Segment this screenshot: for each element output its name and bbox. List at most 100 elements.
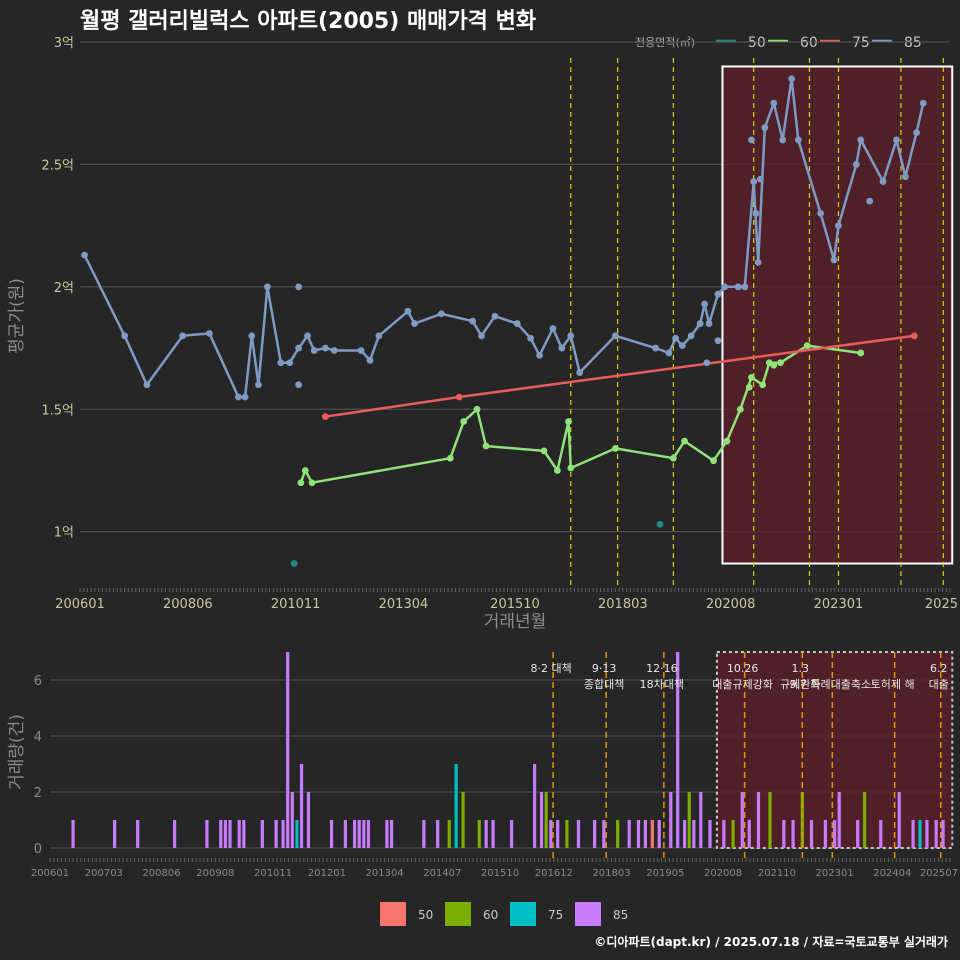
price-point-85 [913,129,920,136]
price-x-tick-label: 201510 [490,597,540,612]
volume-bar-85 [274,820,278,848]
price-point-60 [857,349,865,357]
price-point-85 [678,342,686,350]
volume-bar-60 [616,820,620,848]
price-point-85 [286,359,294,367]
volume-x-tick-label: 201304 [366,868,404,879]
volume-bar-60 [565,820,569,848]
price-point-85 [794,136,802,144]
volume-x-tick-label: 201011 [254,868,292,879]
volume-bar-85 [357,820,361,848]
price-point-85 [121,332,129,340]
volume-x-tick-label: 202404 [873,868,911,879]
volume-x-tick-label: 200806 [142,868,180,879]
price-point-60 [553,467,561,474]
price-point-85 [375,332,383,340]
volume-bar-85 [683,820,687,848]
volume-policy-annotation: 12·16 [646,662,678,675]
price-point-60 [736,405,744,413]
volume-bar-85 [676,652,680,848]
legend-label-85: 85 [904,35,922,51]
volume-bar-85 [173,820,177,848]
price-point-75 [910,332,918,340]
volume-legend-swatch-50 [380,902,406,926]
volume-bar-60 [800,792,804,848]
volume-y-tick-label: 0 [34,842,42,857]
volume-y-tick-label: 4 [34,730,42,745]
price-point-85 [748,136,755,144]
volume-bar-85 [897,792,901,848]
price-point-60 [473,405,481,413]
price-x-tick-label: 202008 [706,597,756,612]
price-point-85 [705,320,713,327]
volume-bar-85 [136,820,140,848]
price-point-60 [770,361,778,369]
volume-policy-annotation: 토허제 해 [871,677,915,691]
volume-bar-85 [911,820,915,848]
price-point-85 [611,332,619,340]
price-point-85 [205,329,213,337]
price-point-85 [919,99,927,107]
price-point-85 [277,359,285,367]
price-y-tick-label: 2억 [54,281,74,296]
volume-bar-60 [863,792,867,848]
legend-label-60: 60 [800,35,818,51]
price-point-60 [777,359,784,367]
volume-x-tick-label: 202507 [920,868,958,879]
volume-bar-85 [556,820,560,848]
price-x-tick-label: 2025 [925,597,958,612]
volume-chart: 0 2 4 6 200601 200703 200806 200908 201011 201201… [31,651,958,879]
price-point-85 [741,283,749,291]
volume-policy-annotation: 1.3 [792,662,810,675]
volume-policy-annotation: 종합대책 [584,678,624,691]
price-point-85 [255,381,262,389]
price-point-85 [248,332,256,340]
volume-bar-60 [687,792,691,848]
volume-bar-50 [650,820,654,848]
volume-x-tick-label: 201510 [481,868,519,879]
volume-bar-85 [343,820,347,848]
price-point-85 [330,347,338,354]
price-point-85 [357,347,365,354]
volume-bar-85 [223,820,227,848]
volume-x-tick-label: 200908 [196,868,234,879]
price-point-85 [549,325,557,332]
volume-bar-85 [879,820,883,848]
volume-bar-85 [260,820,264,848]
price-point-60 [611,445,619,452]
price-point-85 [750,178,758,185]
volume-legend-swatch-75 [510,902,536,926]
volume-bar-60 [461,792,465,848]
price-point-85 [304,332,311,340]
volume-bar-85 [539,792,544,848]
price-point-85 [491,312,499,320]
volume-bar-85 [756,792,761,848]
price-point-85 [241,393,249,401]
price-point-85 [703,359,711,367]
volume-bar-85 [833,820,837,848]
price-point-85 [310,347,318,354]
price-point-85 [295,344,303,352]
volume-x-tick-label: 202008 [704,868,742,879]
price-point-85 [788,75,796,83]
volume-x-tick-label: 202110 [758,868,796,879]
volume-bar-85 [290,792,294,848]
price-point-50 [656,520,664,528]
price-point-85 [179,332,187,340]
volume-x-tick-label: 202301 [816,868,854,879]
price-point-60 [669,454,677,462]
volume-bar-85 [205,820,209,848]
price-point-85 [752,209,760,217]
volume-policy-annotation: 규제완화 [780,678,820,691]
volume-bar-85 [708,820,712,848]
price-point-85 [714,337,722,345]
volume-bar-60 [447,820,451,848]
price-point-85 [852,161,860,168]
price-x-tick-label: 202301 [814,597,864,612]
volume-bar-85 [809,820,814,848]
price-point-85 [536,351,543,359]
price-point-60 [540,447,548,455]
volume-bar-85 [436,820,440,848]
price-point-85 [779,136,787,144]
